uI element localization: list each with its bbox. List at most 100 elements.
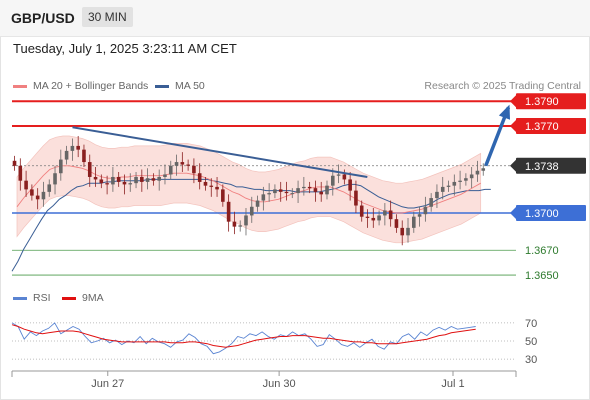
candle-body: [18, 165, 23, 181]
candle-body: [99, 179, 104, 184]
level-badge-pointer: [510, 205, 517, 220]
x-tick-label: Jun 30: [263, 378, 296, 390]
datetime-label: Tuesday, July 1, 2025 3:23:11 AM CET: [13, 41, 237, 56]
candle-body: [458, 180, 462, 182]
candle-body: [226, 201, 231, 222]
trend-line: [72, 126, 368, 178]
candle-body: [192, 165, 196, 174]
level-badge-1.3790: [516, 93, 586, 110]
rsi-tick-30: 30: [525, 354, 537, 366]
candle-body: [377, 215, 381, 221]
x-tick-label: Jul 1: [441, 378, 464, 390]
candle-body: [481, 168, 486, 171]
candle-body: [290, 193, 295, 195]
candle-body: [359, 205, 364, 217]
candle-body: [128, 183, 133, 185]
level-badge-1.3770: [516, 118, 586, 135]
candle-body: [47, 184, 52, 192]
rsi-tick-70: 70: [525, 318, 537, 330]
candle-body: [325, 185, 329, 195]
candle-body: [249, 206, 254, 216]
candle-body: [134, 176, 138, 184]
candle-body: [296, 188, 300, 194]
candle-body: [24, 180, 28, 190]
candle-body: [440, 186, 445, 192]
candle-body: [186, 164, 190, 166]
candle-body: [35, 195, 40, 200]
candle-body: [383, 210, 387, 216]
candle-body: [82, 149, 86, 163]
rsi-ma-legend-swatch: [62, 297, 76, 300]
candle-body: [273, 189, 277, 194]
candle-body: [105, 183, 109, 185]
candle-body: [388, 210, 393, 220]
candle-body: [354, 190, 358, 206]
ma20-legend-label: MA 20 + Bollinger Bands: [33, 80, 149, 92]
research-credit: Research © 2025 Trading Central: [424, 80, 581, 92]
candle-body: [41, 191, 46, 200]
level-badge-pointer: [510, 119, 517, 134]
ma20-legend-swatch: [13, 85, 27, 88]
candle-body: [452, 181, 457, 186]
timeframe-badge[interactable]: 30 MIN: [82, 7, 133, 27]
candle-body: [12, 160, 17, 166]
candle-body: [336, 174, 341, 176]
candle-body: [400, 227, 405, 236]
candle-body: [261, 194, 266, 201]
candle-body: [174, 162, 179, 166]
level-badge-1.3700: [516, 204, 586, 221]
candle-body: [53, 173, 57, 185]
candle-body: [469, 174, 474, 179]
level-badge-pointer: [510, 94, 517, 109]
candle-body: [278, 189, 283, 192]
level-label-1.3770: 1.3770: [525, 121, 559, 133]
candle-body: [464, 178, 468, 181]
candle-body: [168, 165, 173, 175]
candle-body: [122, 181, 127, 185]
projection-arrow-head: [498, 104, 510, 120]
level-label-1.3650: 1.3650: [525, 270, 559, 282]
candle-body: [267, 193, 271, 195]
x-tick-label: Jun 27: [91, 378, 124, 390]
candle-body: [284, 191, 289, 194]
candle-body: [348, 179, 352, 191]
level-label-1.3790: 1.3790: [525, 96, 559, 108]
candle-body: [342, 174, 347, 180]
candle-body: [412, 216, 416, 228]
candle-body: [87, 162, 92, 177]
rsi-line: [11, 322, 476, 355]
candle-body: [330, 175, 335, 186]
candle-body: [302, 186, 306, 189]
ma50-line: [11, 178, 491, 272]
candle-body: [163, 174, 167, 177]
candle-body: [365, 216, 370, 218]
rsi-legend-label: RSI: [33, 292, 51, 304]
candle-body: [64, 150, 69, 160]
rsi-ma-line: [11, 324, 476, 348]
candle-body: [313, 188, 318, 192]
candle-body: [116, 176, 121, 182]
candle-body: [232, 221, 237, 227]
level-label-1.3738: 1.3738: [525, 161, 559, 173]
level-badge-pointer: [510, 158, 517, 173]
candle-body: [307, 186, 312, 189]
ma50-legend-label: MA 50: [175, 80, 205, 92]
candle-body: [429, 198, 433, 207]
candle-body: [475, 170, 480, 175]
symbol-title: GBP/USD: [11, 10, 75, 26]
candle-body: [145, 178, 150, 182]
candle-body: [394, 219, 399, 228]
rsi-legend-swatch: [13, 297, 27, 300]
candle-body: [151, 178, 156, 181]
chart-header: GBP/USD 30 MIN: [0, 0, 590, 37]
candle-body: [59, 159, 63, 174]
candle-body: [157, 176, 161, 181]
candle-body: [70, 145, 75, 151]
candle-body: [255, 200, 260, 207]
level-label-1.3670: 1.3670: [525, 245, 559, 257]
candle-body: [203, 181, 208, 186]
candle-body: [371, 217, 376, 221]
candle-body: [180, 162, 185, 165]
candle-body: [406, 227, 410, 236]
candle-body: [238, 225, 242, 227]
